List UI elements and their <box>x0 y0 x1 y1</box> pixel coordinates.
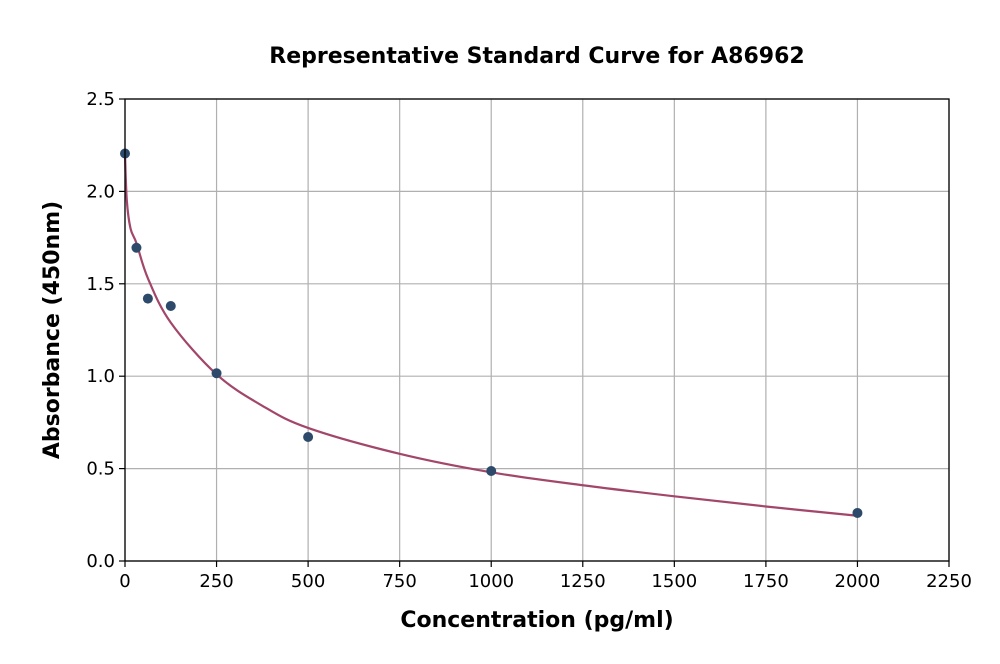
data-point <box>303 431 314 442</box>
x-tick-label: 2250 <box>926 571 972 592</box>
fit-curve-group <box>123 154 858 517</box>
data-point <box>852 507 863 518</box>
chart-title: Representative Standard Curve for A86962 <box>269 44 804 69</box>
data-point <box>486 466 497 477</box>
x-tick-label: 1250 <box>560 571 606 592</box>
fit-curve <box>123 154 858 517</box>
y-tick-label: 1.0 <box>86 366 115 387</box>
grid <box>124 98 950 562</box>
x-tick-label: 1750 <box>743 571 789 592</box>
x-axis-label: Concentration (pg/ml) <box>400 608 673 633</box>
x-tick-label: 500 <box>291 571 325 592</box>
data-point <box>165 300 176 311</box>
x-tick-label: 1000 <box>468 571 514 592</box>
x-tick-label: 250 <box>199 571 233 592</box>
y-tick-label: 0.5 <box>86 459 115 480</box>
data-point <box>142 293 153 304</box>
x-tick-label: 0 <box>119 571 130 592</box>
y-tick-label: 2.5 <box>86 89 115 110</box>
y-tick-label: 2.0 <box>86 181 115 202</box>
y-tick-label: 1.5 <box>86 274 115 295</box>
plot-frame <box>124 98 950 562</box>
data-points <box>120 148 863 518</box>
y-axis-ticks: 0.0 0.5 1.0 1.5 2.0 2.5 <box>86 89 125 572</box>
data-point <box>211 368 222 379</box>
x-tick-label: 750 <box>382 571 416 592</box>
y-axis-label: Absorbance (450nm) <box>40 201 65 459</box>
x-tick-label: 1500 <box>651 571 697 592</box>
x-tick-label: 2000 <box>835 571 881 592</box>
y-tick-label: 0.0 <box>86 551 115 572</box>
x-axis-ticks: 0 250 500 750 1000 1250 1500 1750 2000 2250 <box>119 561 972 592</box>
data-point <box>131 242 142 253</box>
